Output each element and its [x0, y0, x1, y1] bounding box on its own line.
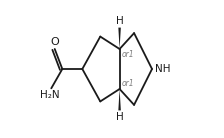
Text: O: O: [50, 37, 59, 47]
Polygon shape: [118, 28, 121, 49]
Text: H: H: [116, 112, 123, 122]
Text: H: H: [116, 16, 123, 26]
Text: or1: or1: [122, 50, 135, 59]
Text: H₂N: H₂N: [40, 90, 60, 100]
Polygon shape: [118, 89, 121, 110]
Text: NH: NH: [155, 64, 170, 74]
Text: or1: or1: [122, 79, 135, 88]
